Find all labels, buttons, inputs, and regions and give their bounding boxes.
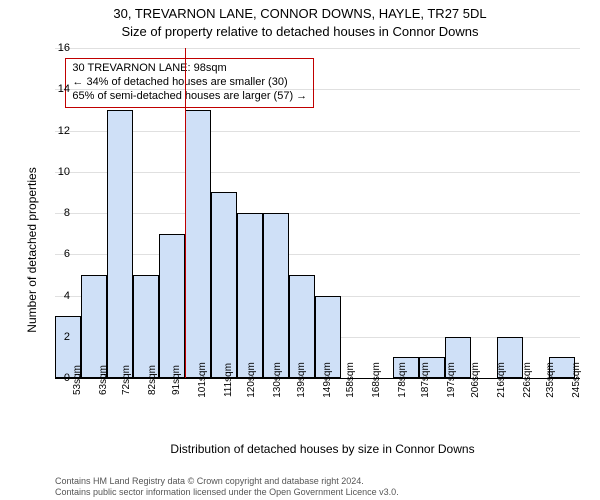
y-tick-label: 4 [40,290,70,302]
y-tick-label: 6 [40,248,70,260]
footer-line-2: Contains public sector information licen… [55,487,590,498]
histogram-bar [81,275,107,378]
y-tick-label: 14 [40,83,70,95]
bars-group [55,48,580,378]
x-tick-label: 72sqm [121,365,132,395]
x-tick-label: 53sqm [72,365,83,395]
chart-title-address: 30, TREVARNON LANE, CONNOR DOWNS, HAYLE,… [0,6,600,21]
attribution-footer: Contains HM Land Registry data © Crown c… [55,476,590,499]
x-tick-label: 235sqm [545,362,556,398]
chart-container: 30, TREVARNON LANE, CONNOR DOWNS, HAYLE,… [0,0,600,500]
histogram-bar [159,234,185,378]
histogram-bar [211,192,237,378]
y-tick-label: 16 [40,42,70,54]
x-tick-label: 101sqm [197,362,208,398]
x-tick-label: 216sqm [496,362,507,398]
x-tick-label: 226sqm [522,362,533,398]
x-tick-label: 245sqm [571,362,582,398]
y-tick-label: 2 [40,331,70,343]
chart-title-description: Size of property relative to detached ho… [0,24,600,39]
x-tick-label: 206sqm [470,362,481,398]
histogram-bar [133,275,159,378]
property-marker-line [185,48,186,378]
x-tick-label: 158sqm [345,362,356,398]
x-tick-label: 149sqm [322,362,333,398]
y-tick-label: 12 [40,125,70,137]
x-tick-label: 91sqm [171,365,182,395]
histogram-bar [263,213,289,378]
x-tick-label: 111sqm [223,363,234,397]
x-tick-label: 197sqm [446,362,457,398]
x-tick-label: 120sqm [246,362,257,398]
x-tick-label: 82sqm [147,365,158,395]
histogram-bar [185,110,211,378]
x-tick-label: 63sqm [98,365,109,395]
y-tick-label: 10 [40,166,70,178]
x-tick-label: 168sqm [371,362,382,398]
x-tick-label: 187sqm [420,362,431,398]
x-tick-label: 139sqm [296,362,307,398]
plot-area: 30 TREVARNON LANE: 98sqm ← 34% of detach… [55,48,580,379]
histogram-bar [237,213,263,378]
y-tick-label: 8 [40,207,70,219]
x-tick-label: 130sqm [272,362,283,398]
footer-line-1: Contains HM Land Registry data © Crown c… [55,476,590,487]
x-axis-label: Distribution of detached houses by size … [55,442,590,456]
y-tick-label: 0 [40,372,70,384]
x-tick-label: 178sqm [397,362,408,398]
histogram-bar [107,110,133,378]
